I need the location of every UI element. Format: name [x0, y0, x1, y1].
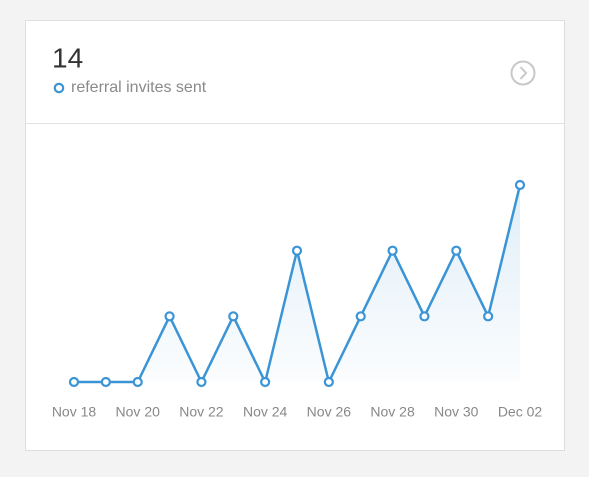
- total: 14: [52, 42, 83, 73]
- more-button[interactable]: [510, 60, 536, 86]
- point: [291, 245, 303, 256]
- point: [164, 311, 175, 322]
- legend-label: referral invites sent: [71, 79, 207, 96]
- point: [132, 376, 143, 388]
- point: [451, 245, 462, 256]
- x-tick-label: Nov 22: [179, 404, 224, 420]
- x-tick-label: Nov 24: [243, 404, 288, 420]
- point: [387, 245, 398, 256]
- x-tick-label: Nov 28: [370, 404, 415, 420]
- point: [323, 376, 334, 388]
- point: [260, 376, 271, 388]
- x-tick-label: Nov 30: [434, 404, 479, 420]
- point: [483, 311, 494, 322]
- point: [196, 376, 207, 388]
- x-tick-label: Nov 20: [116, 404, 161, 420]
- legend-marker: [53, 82, 65, 94]
- x-tick-label: Dec 02: [498, 404, 543, 420]
- point: [100, 376, 111, 388]
- x-tick-label: Nov 18: [52, 404, 97, 420]
- point: [228, 311, 239, 322]
- x-tick-label: Nov 26: [307, 404, 352, 420]
- point: [355, 311, 366, 322]
- line-area: [74, 185, 520, 382]
- point: [514, 179, 526, 191]
- point: [68, 376, 80, 388]
- point: [419, 311, 430, 322]
